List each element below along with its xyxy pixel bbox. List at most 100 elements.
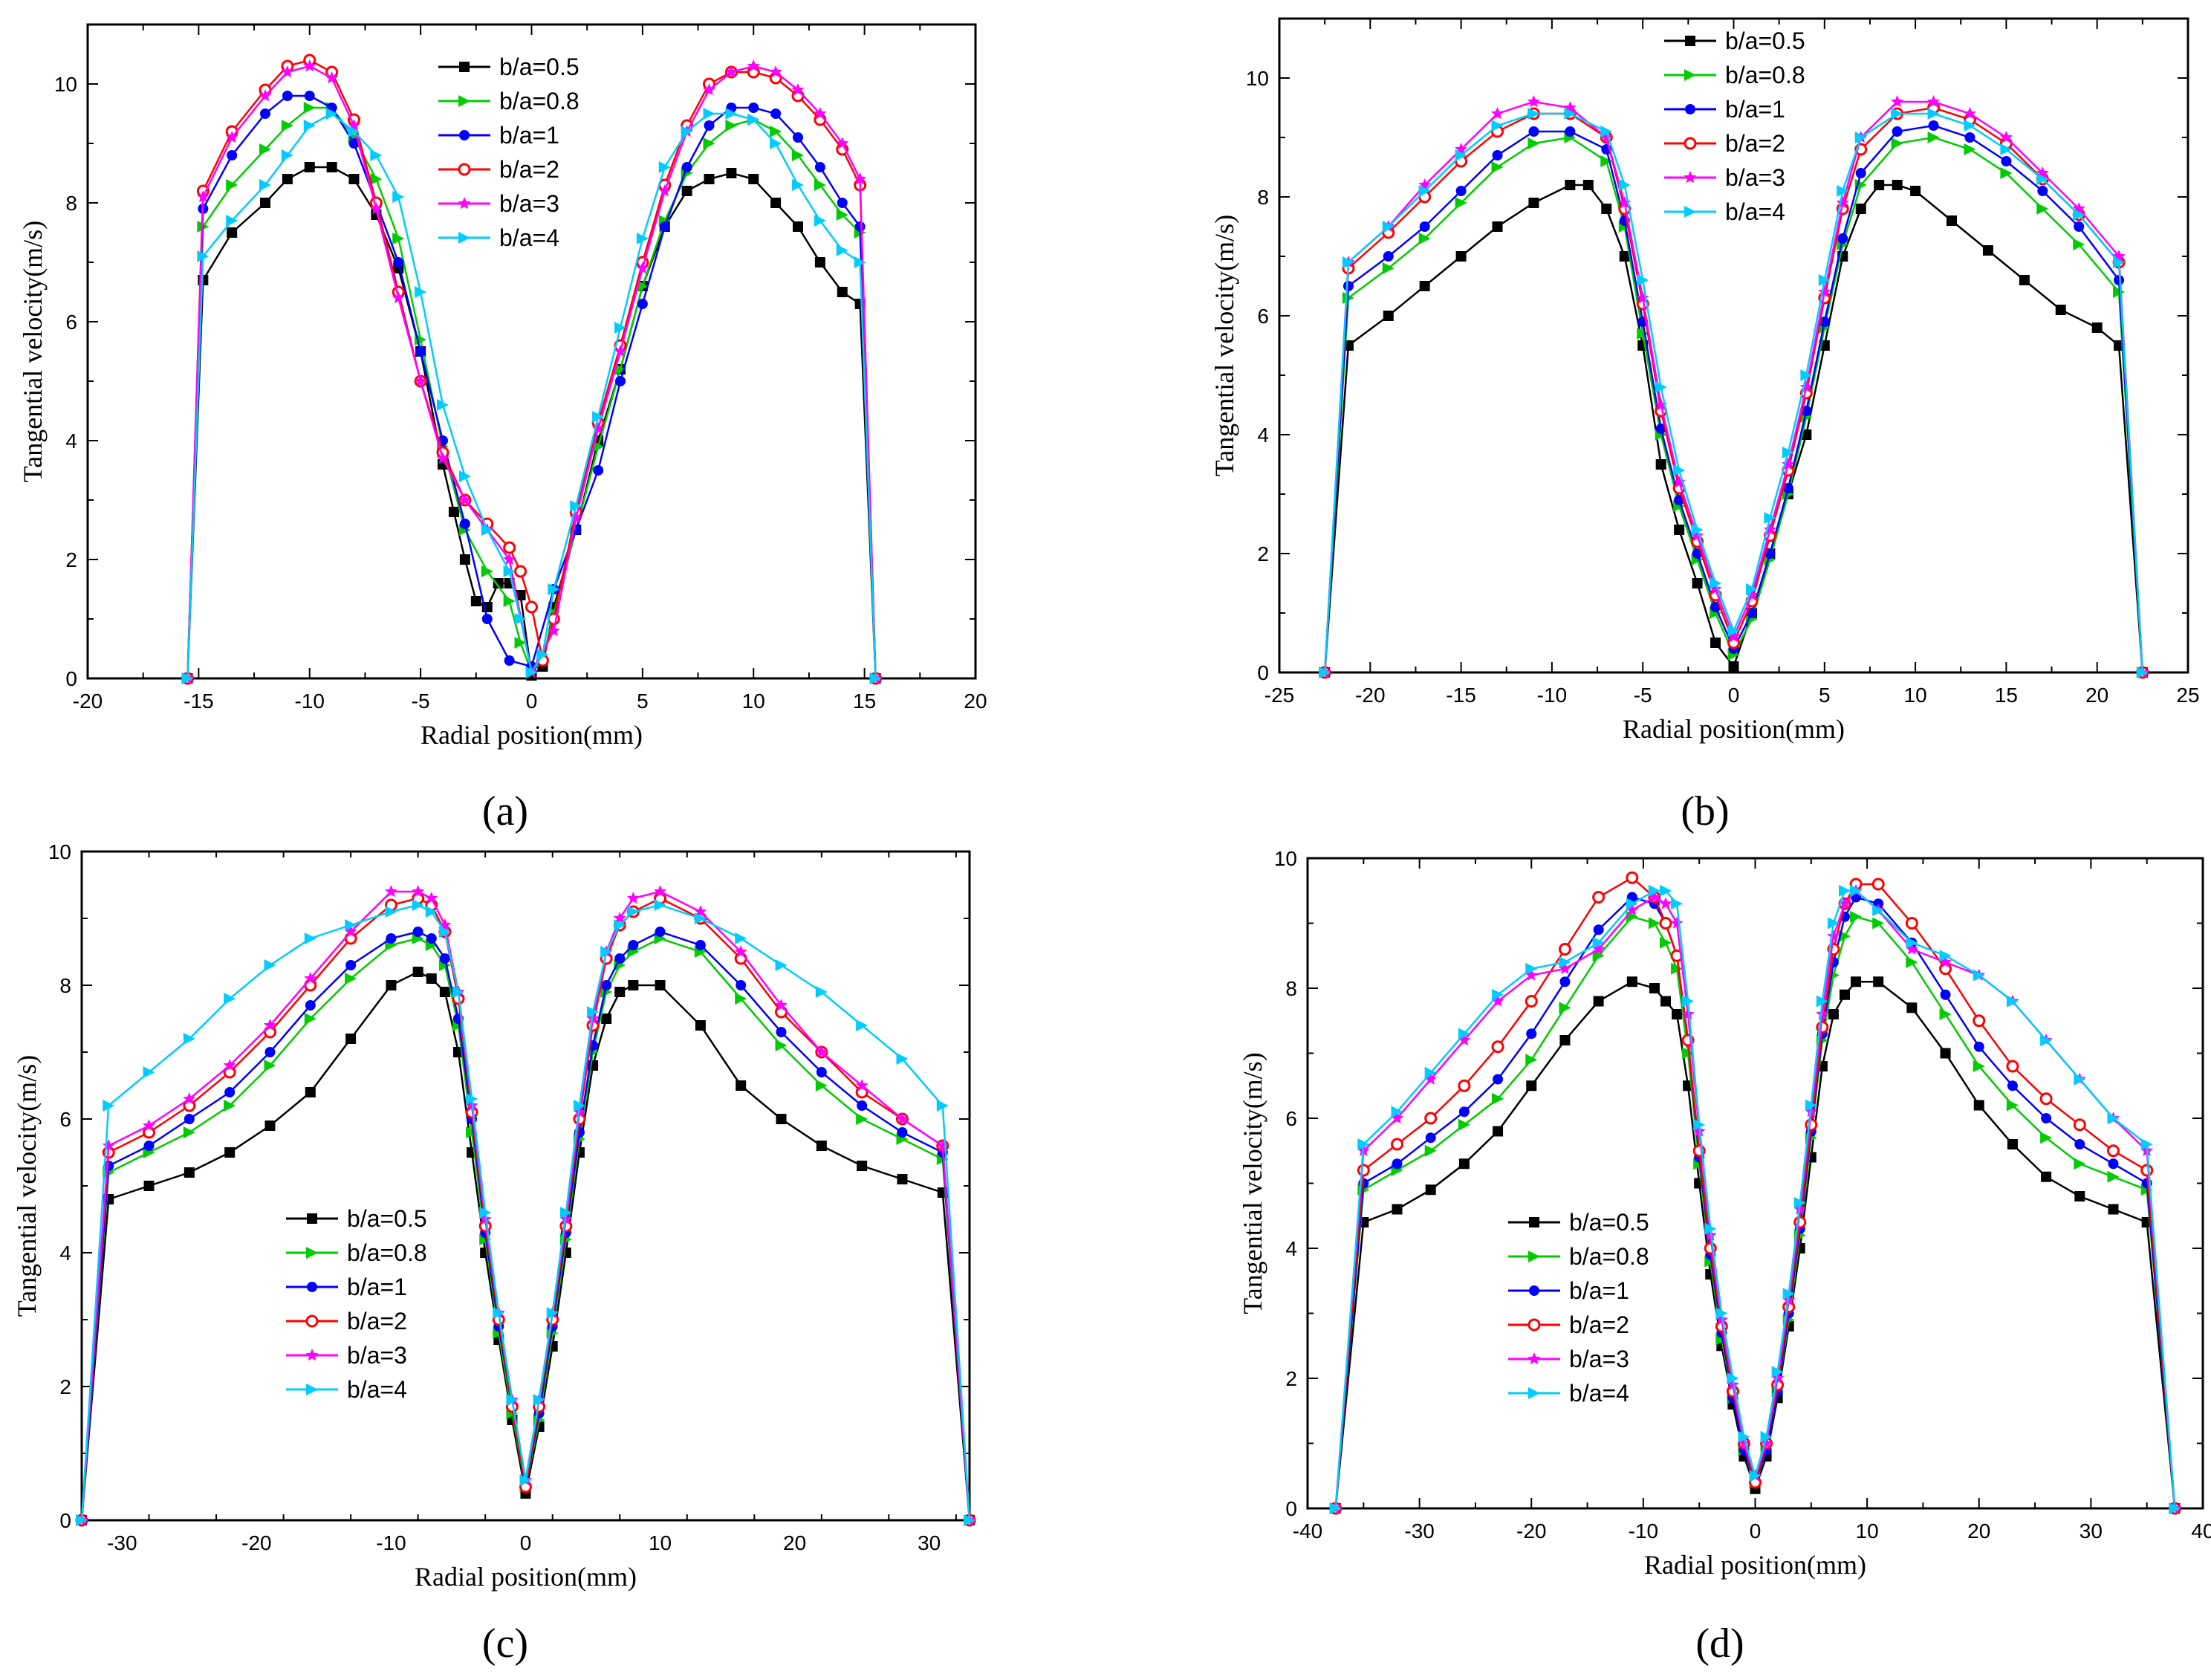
series-b/a=2 [181,53,883,685]
x-tick-label: 30 [2079,1520,2103,1543]
y-tick-label: 10 [48,840,71,863]
legend-marker [458,163,471,176]
data-point [514,613,527,625]
data-point [386,933,397,944]
data-point [479,1207,492,1219]
data-point [304,972,317,985]
x-tick-label: 0 [1728,684,1740,707]
data-point [470,596,481,606]
data-point [392,291,405,304]
data-point [1655,381,1667,393]
data-point [1906,956,1918,968]
data-point [1626,904,1639,916]
series-b/a=2 [75,892,976,1527]
data-point [1760,1430,1773,1443]
data-point [1999,131,2013,143]
legend-label: b/a=1 [499,122,559,149]
data-point [259,143,271,155]
data-point [1491,120,1504,132]
series-b/a=3 [1329,883,2181,1514]
data-point [1382,221,1395,233]
data-point [345,1034,357,1044]
data-point [1525,995,1538,1008]
data-point [614,919,626,931]
x-tick-label: 15 [853,690,876,713]
data-point [837,198,848,208]
series-line [80,897,971,1521]
data-point [436,452,449,464]
data-point [1319,667,1331,678]
data-point [601,980,612,990]
data-point [1655,424,1666,434]
data-point [1458,1158,1470,1170]
data-point [1619,251,1630,262]
data-point [412,967,423,977]
data-point [546,1307,559,1319]
y-tick-label: 2 [65,548,77,571]
data-point [1491,1040,1504,1054]
x-axis-title: Radial position(mm) [421,720,643,750]
data-point [593,465,604,476]
data-point [792,149,804,161]
data-point [814,215,826,227]
data-point [2107,1112,2120,1124]
data-point [1805,1118,1818,1132]
data-point [1659,917,1672,930]
data-point [654,899,666,911]
y-tick-label: 4 [59,1242,71,1265]
data-point [587,1006,600,1018]
data-point [466,1126,478,1138]
data-point [1764,512,1776,524]
series-b/a=0.8 [181,102,882,684]
data-point [1626,898,1638,910]
data-point [1592,936,1605,949]
series-line [1334,889,2176,1509]
data-point [770,108,782,119]
x-tick-label: 5 [637,690,649,713]
data-point [854,172,867,185]
data-point [183,1033,195,1045]
x-tick-label: -15 [1446,684,1475,707]
data-point [1940,989,1951,1000]
data-point [1593,924,1604,935]
data-point [345,960,357,970]
legend-label: b/a=3 [1725,164,1785,191]
data-point [493,578,504,588]
data-point [1492,221,1503,232]
y-tick-label: 8 [1285,977,1297,1000]
series-line [80,890,971,1521]
data-point [636,262,649,274]
data-point [412,885,425,898]
x-tick-label: 15 [1995,684,2018,707]
data-point [259,179,271,191]
data-point [1891,108,1903,120]
series-line [186,106,877,679]
data-point [143,1126,156,1139]
data-point [415,286,427,298]
legend-label: b/a=1 [347,1274,407,1300]
data-point [1738,1430,1750,1443]
data-point [224,1100,236,1112]
data-point [1973,1014,1986,1028]
x-tick-label: 0 [520,1531,532,1554]
data-point [1827,917,1840,930]
data-point [1493,1126,1504,1137]
data-point [525,667,538,678]
data-point [854,256,866,268]
data-point [385,906,397,918]
legend: b/a=0.5 b/a=0.8 b/a=1 b/a=2 b/a=3 b/a=4 [438,53,579,251]
data-point [1491,161,1504,173]
data-point [815,1080,828,1092]
data-point [1905,942,1918,955]
data-point [1727,630,1741,643]
data-point [1382,262,1395,274]
data-point [425,906,438,918]
data-point [369,202,383,215]
data-point [747,59,760,72]
data-point [2041,1171,2052,1182]
data-point [736,980,747,990]
data-point [1559,1035,1571,1045]
data-point [1874,180,1885,190]
data-point [627,906,640,918]
legend-marker [459,62,470,72]
